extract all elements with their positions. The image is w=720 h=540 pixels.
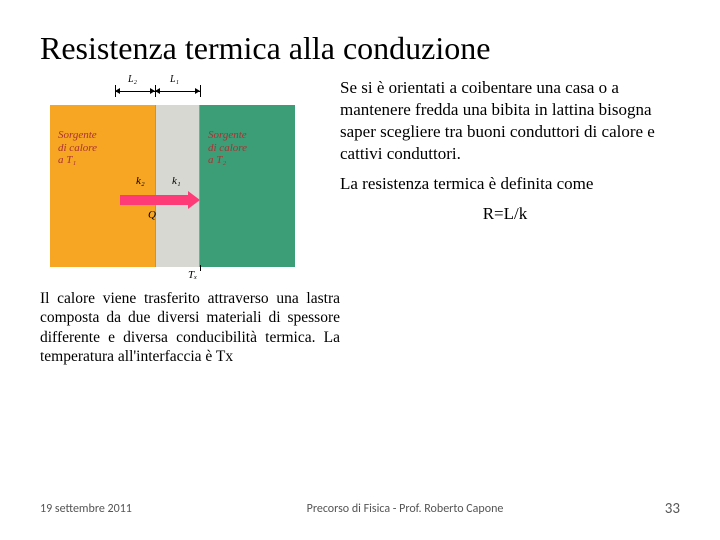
footer-date: 19 settembre 2011	[40, 502, 190, 516]
dim-arrow	[115, 88, 120, 94]
diagram-caption: Il calore viene trasferito attraverso un…	[40, 289, 340, 367]
dim-line-l1	[155, 91, 200, 92]
dim-arrow	[155, 88, 160, 94]
paragraph-2: La resistenza termica è definita come	[340, 173, 670, 195]
page-title: Resistenza termica alla conduzione	[40, 30, 680, 67]
diagram-container: L₂ L₁ Sorgente di calore a T₁ Sorgente d…	[40, 77, 320, 267]
dim-arrow	[195, 88, 200, 94]
label-l1: L₁	[170, 74, 179, 85]
body-text: Se si è orientati a coibentare una casa …	[340, 77, 680, 267]
label-k1: k₁	[172, 175, 181, 187]
text-line: Sorgente	[58, 129, 97, 141]
tx-tick	[200, 265, 201, 271]
text-line: a T₂	[208, 154, 226, 166]
label-l2: L₂	[128, 74, 137, 85]
source-1-label: Sorgente di calore a T₁	[58, 129, 97, 167]
source-2-label: Sorgente di calore a T₂	[208, 129, 247, 167]
formula: R=L/k	[340, 203, 670, 225]
label-k2: k₂	[136, 175, 145, 187]
text-line: Sorgente	[208, 129, 247, 141]
top-row: L₂ L₁ Sorgente di calore a T₁ Sorgente d…	[40, 77, 680, 267]
text-line: a T₁	[58, 154, 76, 166]
slide: Resistenza termica alla conduzione L₂ L₁	[0, 0, 720, 540]
conduction-diagram: L₂ L₁ Sorgente di calore a T₁ Sorgente d…	[50, 77, 310, 267]
text-line: di calore	[58, 142, 97, 154]
heat-flow-arrow	[120, 195, 190, 205]
label-q: Q	[148, 209, 156, 221]
footer-page: 33	[620, 500, 680, 518]
paragraph-1: Se si è orientati a coibentare una casa …	[340, 77, 670, 165]
dim-tick	[200, 85, 201, 97]
text-line: di calore	[208, 142, 247, 154]
dim-line-l2	[115, 91, 155, 92]
label-tx: Tₓ	[188, 269, 197, 281]
footer-center: Precorso di Fisica - Prof. Roberto Capon…	[190, 502, 620, 516]
slide-footer: 19 settembre 2011 Precorso di Fisica - P…	[0, 500, 720, 518]
